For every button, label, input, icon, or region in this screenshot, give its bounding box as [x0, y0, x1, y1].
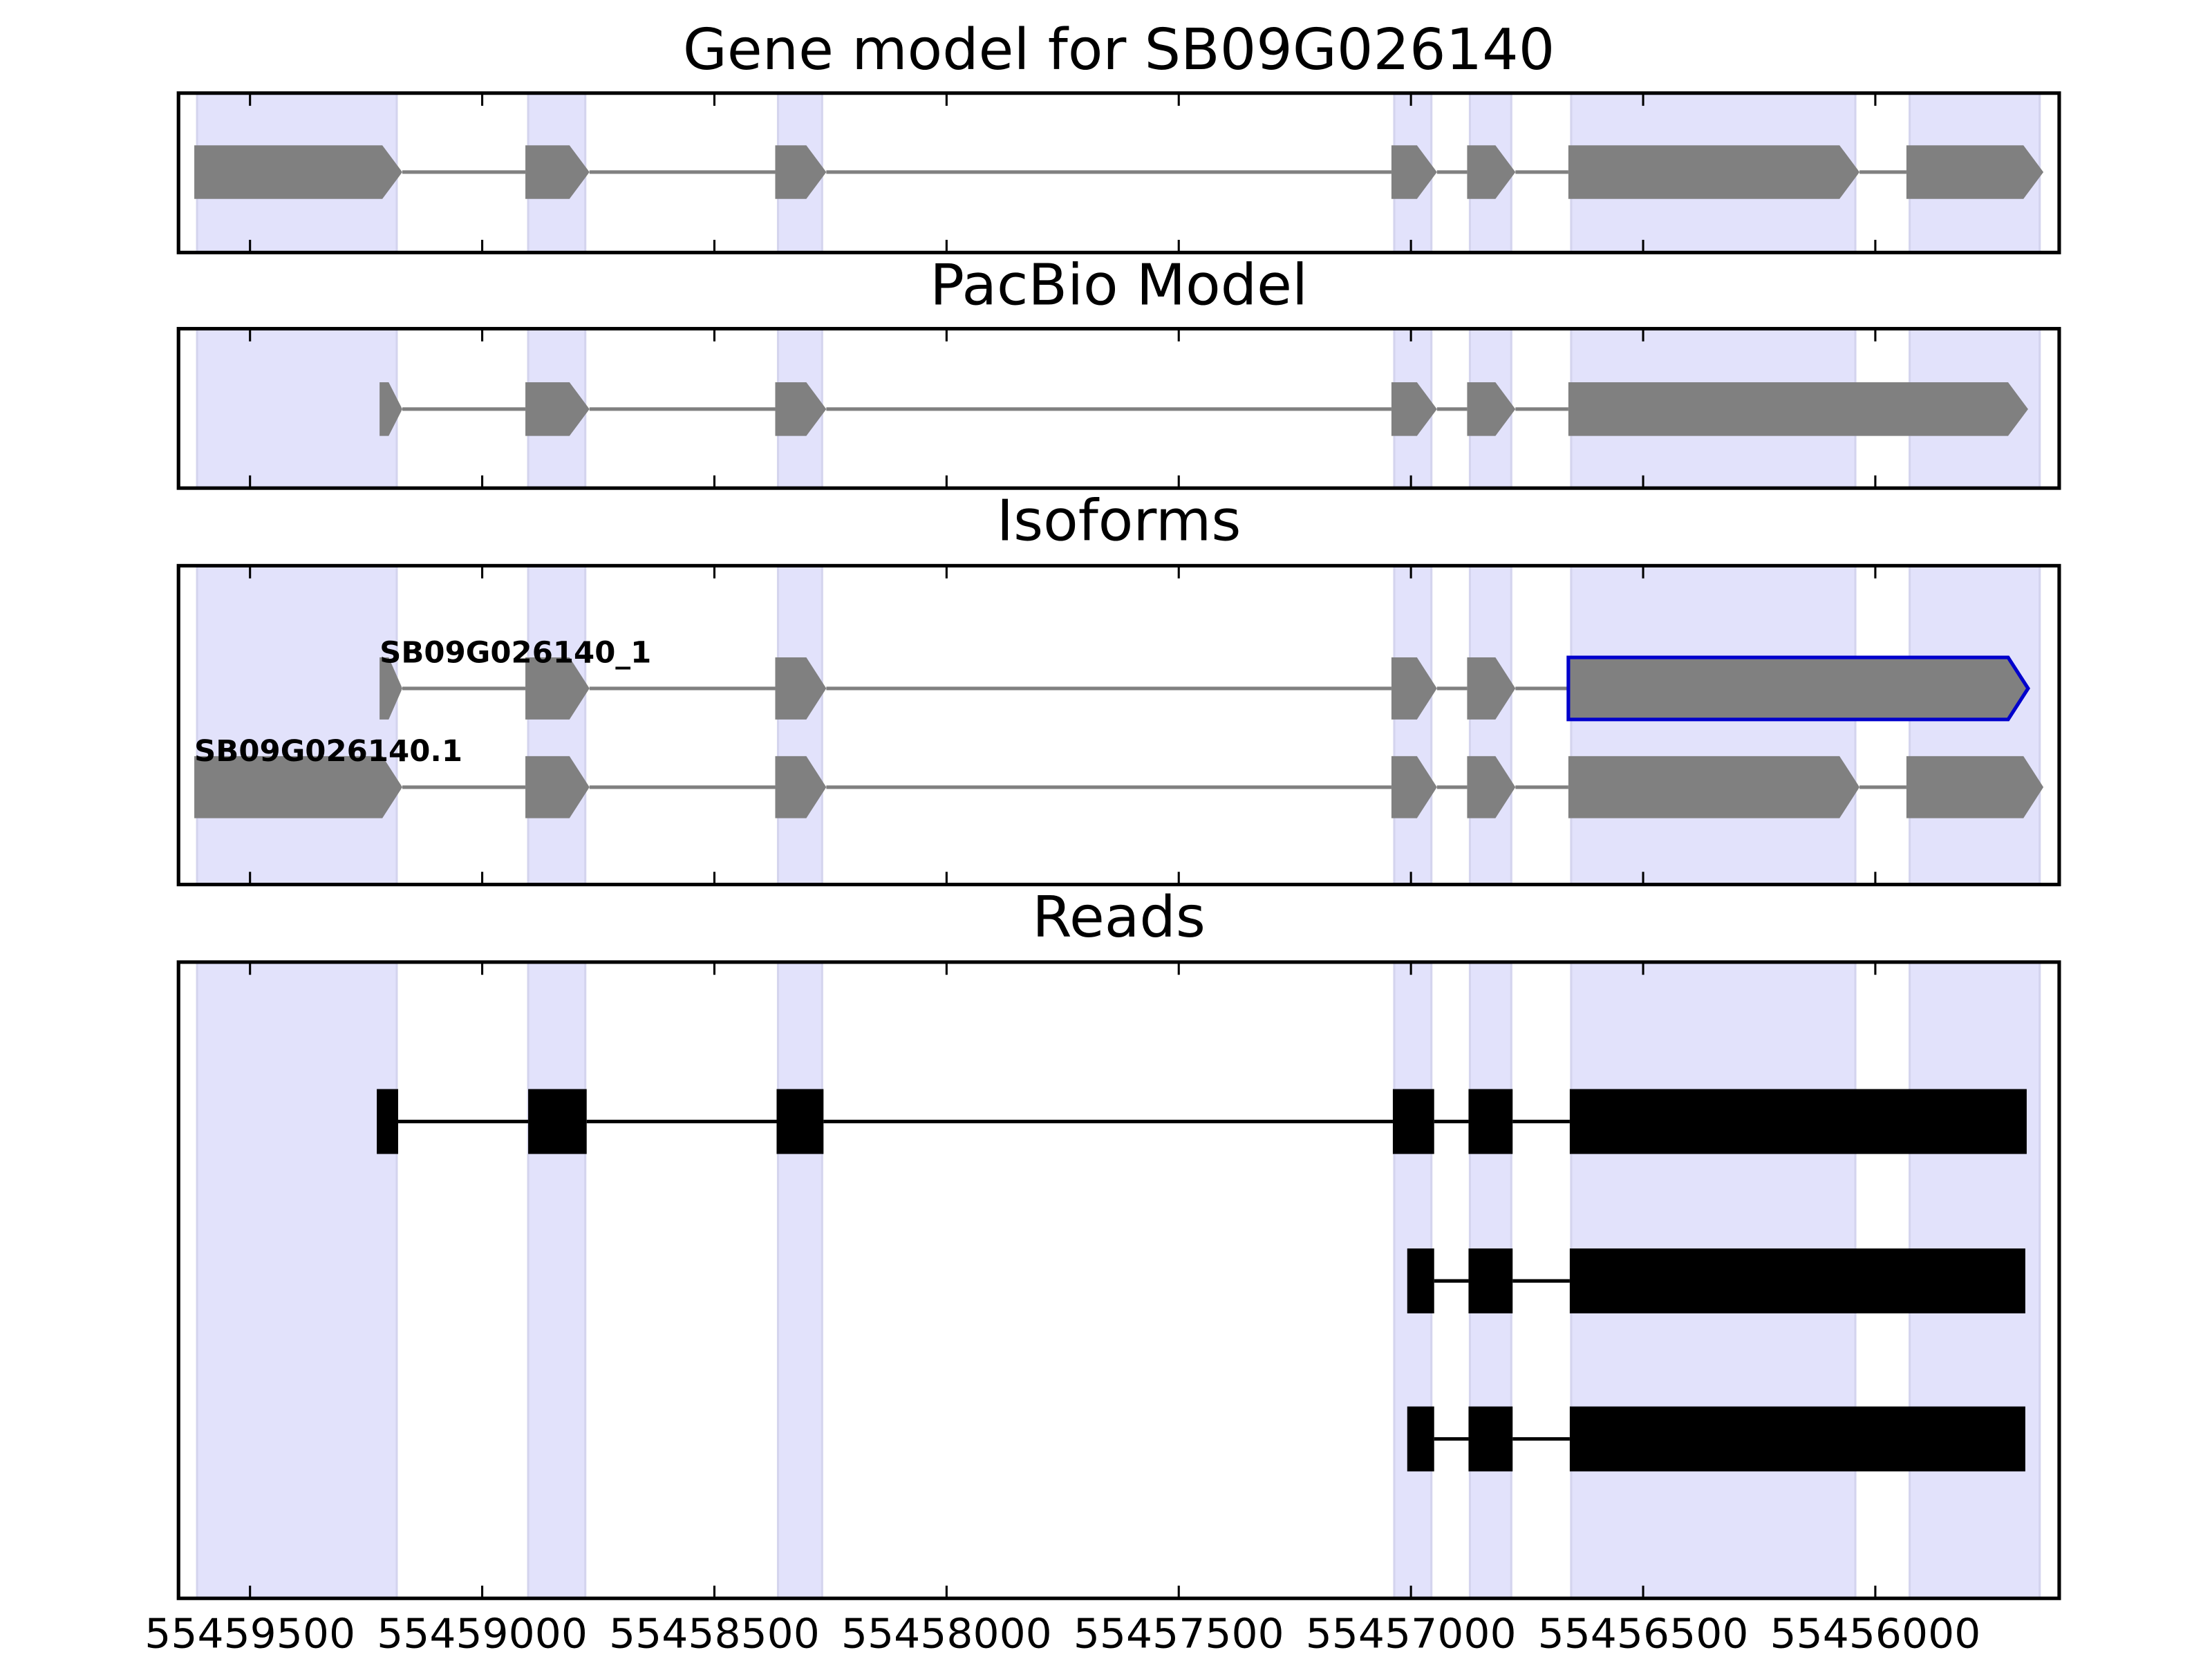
exon: [194, 145, 403, 199]
panel-frame: [176, 326, 2061, 490]
isoform-label: SB09G026140_1: [379, 636, 651, 671]
exon: [1906, 756, 2044, 818]
exon: [1467, 657, 1516, 720]
panel-frame: [176, 960, 2061, 1600]
exon-region: [776, 961, 823, 1600]
exon-region: [196, 961, 398, 1600]
exon: [1569, 1406, 2025, 1472]
exon: [1391, 382, 1437, 436]
x-tick-label: 55456500: [1538, 1611, 1749, 1658]
exon: [379, 657, 403, 720]
exon-region: [1393, 564, 1433, 886]
panel-title: Reads: [1032, 885, 1206, 950]
exon: [775, 145, 827, 199]
exon-region: [1570, 564, 1857, 886]
exon: [525, 145, 590, 199]
isoform-label: SB09G026140.1: [194, 734, 462, 769]
exon: [1467, 756, 1516, 818]
exon: [1467, 145, 1516, 199]
exon: [194, 756, 403, 818]
exon: [775, 756, 827, 818]
exon: [1566, 655, 2031, 722]
exon: [525, 756, 590, 818]
exon-region: [527, 564, 587, 886]
exon: [1391, 657, 1437, 720]
exon: [525, 382, 590, 436]
exon: [1468, 1248, 1513, 1313]
x-tick-label: 55457500: [1074, 1611, 1284, 1658]
exon: [1391, 756, 1437, 818]
exon: [776, 1089, 824, 1154]
exon: [1392, 1089, 1434, 1154]
exon: [528, 1089, 587, 1154]
exon: [1467, 382, 1516, 436]
panel-title: Isoforms: [997, 489, 1241, 554]
exon-region: [776, 564, 823, 886]
x-tick-label: 55457000: [1306, 1611, 1517, 1658]
exon-region: [1909, 564, 2041, 886]
exon: [1391, 145, 1437, 199]
exon: [377, 1089, 398, 1154]
exon: [1568, 756, 1860, 818]
x-tick-label: 55458500: [609, 1611, 820, 1658]
exon-region: [196, 327, 398, 489]
exon-region: [196, 564, 398, 886]
x-tick-label: 55456000: [1770, 1611, 1980, 1658]
exon-region: [1468, 564, 1512, 886]
exon: [1568, 145, 1860, 199]
panel-title: Gene model for SB09G026140: [683, 17, 1555, 82]
exon: [1468, 1089, 1513, 1154]
exon: [1569, 1248, 2025, 1313]
x-tick-label: 55459000: [377, 1611, 588, 1658]
exon: [1568, 382, 2028, 436]
exon: [525, 657, 590, 720]
exon: [1407, 1406, 1434, 1472]
x-tick-label: 55459500: [144, 1611, 355, 1658]
panel-frame: [176, 563, 2061, 887]
exon-region: [527, 961, 587, 1600]
exon: [1407, 1248, 1434, 1313]
panel-frame: [176, 91, 2061, 254]
panel-title: PacBio Model: [930, 253, 1308, 318]
x-tick-label: 55458000: [841, 1611, 1052, 1658]
exon: [775, 657, 827, 720]
exon: [379, 382, 403, 436]
exon: [1906, 145, 2044, 199]
exon: [1569, 1089, 2027, 1154]
exon: [1468, 1406, 1513, 1472]
exon: [775, 382, 827, 436]
